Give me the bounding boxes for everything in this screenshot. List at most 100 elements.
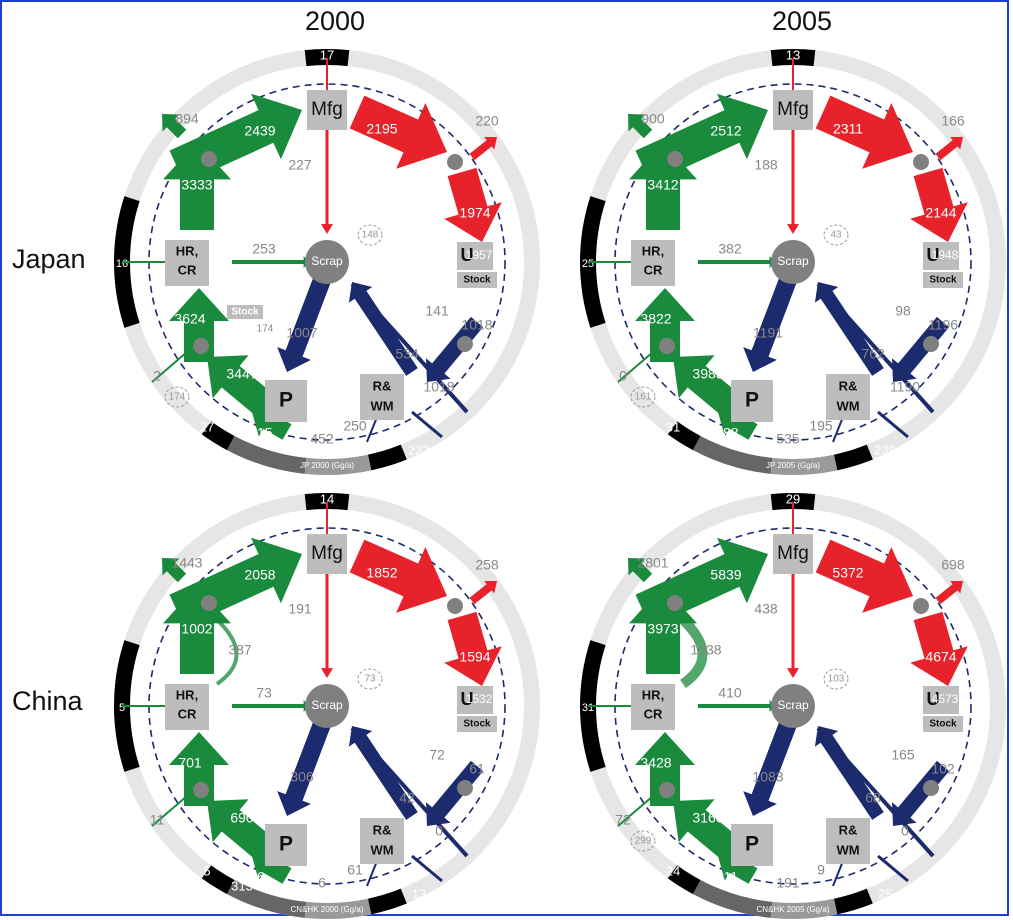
value-hr-p: 3624 xyxy=(174,311,205,327)
node-hr-cr xyxy=(631,240,675,286)
value-p-in: 2288 xyxy=(707,425,738,441)
junction-dot xyxy=(913,154,929,170)
value-up-hr: 3973 xyxy=(647,621,678,637)
line-u-scrap xyxy=(816,282,935,414)
node-scrap xyxy=(305,240,349,284)
arrowhead-mfg-to-scrap xyxy=(321,212,333,234)
arrow-u-to-rw xyxy=(426,760,484,826)
circle-value-scrap-text: 103 xyxy=(828,674,845,685)
node-mfg-label: Mfg xyxy=(777,543,809,564)
value-hr-p: 701 xyxy=(178,755,202,771)
value-p-out: 6 xyxy=(318,875,326,891)
node-hr-label-2: CR xyxy=(644,262,663,277)
line-import xyxy=(617,351,654,383)
node-hr-cr xyxy=(165,240,209,286)
ring-segment-top xyxy=(770,493,816,511)
arrow-to-u xyxy=(444,611,502,686)
value-u-stock: 4573 xyxy=(932,692,959,706)
value-u-scrap: 141 xyxy=(425,303,449,319)
arrow-scrap-to-p xyxy=(277,276,331,372)
junction-dot xyxy=(913,598,929,614)
value-scrap-p: 306 xyxy=(290,769,314,785)
node-rw-label-2: WM xyxy=(836,398,859,413)
panel-footer-label: JP 2005 (Gg/a) xyxy=(766,461,820,470)
ring-segment-top xyxy=(304,49,350,67)
node-mfg xyxy=(307,534,347,574)
value-up-hr: 3333 xyxy=(181,177,212,193)
circle-value-scrap-text: 73 xyxy=(364,674,376,685)
node-u xyxy=(457,686,493,714)
value-u-rw: 1018 xyxy=(461,317,492,333)
value-u-in: 1594 xyxy=(459,649,490,665)
node-mfg-label: Mfg xyxy=(311,543,343,564)
node-p xyxy=(731,824,773,866)
value-import: 11 xyxy=(150,812,165,828)
junction-dot xyxy=(193,782,209,798)
ring-segment-top xyxy=(770,49,816,67)
circle-value-scrap xyxy=(823,668,849,690)
value-p-hr: 3160 xyxy=(692,810,723,826)
value-hr-mfg: 2058 xyxy=(244,567,275,583)
value-u-rw: 1196 xyxy=(928,317,958,333)
value-u-scrap: 98 xyxy=(895,303,911,319)
junction-dot xyxy=(457,336,473,352)
value-u-rw-2: 1018 xyxy=(423,379,454,395)
panel-japan-2005: 13 25 31 239 JP 2005 (Gg/a) Mfg Scrap HR, CR U Sto… xyxy=(580,47,1006,475)
ring-segment-bottom-right xyxy=(367,888,407,915)
node-mfg xyxy=(307,90,347,130)
line-u-scrap xyxy=(350,282,469,414)
arrow-to-u xyxy=(444,167,502,242)
value-scrap-p: 1083 xyxy=(752,769,783,785)
value-u-stock: 1948 xyxy=(932,248,959,262)
value-u-rw-2: 0 xyxy=(901,823,909,839)
arrowhead-mfg-to-scrap xyxy=(321,656,333,678)
junction-dot xyxy=(659,782,675,798)
arrow-u-out xyxy=(935,137,963,161)
ring-segment-gray-left xyxy=(227,435,307,474)
value-u-in: 2144 xyxy=(925,205,956,221)
arrow-scrap-to-p xyxy=(277,720,331,816)
node-rw-label-1: R& xyxy=(839,822,858,837)
line-import xyxy=(617,795,654,827)
node-p xyxy=(265,380,307,422)
node-hr-label-1: HR, xyxy=(176,687,198,702)
ring-value-left: 31 xyxy=(582,702,594,714)
node-u xyxy=(923,242,959,270)
junction-dot xyxy=(193,338,209,354)
value-u-rw-2: 1190 xyxy=(890,379,920,395)
node-stock xyxy=(457,272,497,288)
value-p-in: 1911 xyxy=(708,869,738,885)
value-u-rw-2: 0 xyxy=(435,823,443,839)
value-rw-scrap: 68 xyxy=(865,790,881,806)
ring-segment-top xyxy=(304,493,350,511)
arrow-in-to-p xyxy=(718,405,758,440)
junction-dot xyxy=(457,780,473,796)
arrow-in-to-p xyxy=(718,849,758,884)
node-u-label: U xyxy=(927,689,940,709)
circle-value-scrap xyxy=(357,668,383,690)
node-stock xyxy=(923,716,963,732)
value-up-hr: 1002 xyxy=(181,621,212,637)
value-up-hr: 3412 xyxy=(647,177,678,193)
ring-segment-bottom-left xyxy=(667,421,701,451)
circle-value-scrap-text: 43 xyxy=(830,230,842,241)
ring-value-bottom-right: 233 xyxy=(408,442,430,457)
value-hr-scrap: 382 xyxy=(718,241,742,257)
column-header-2000: 2000 xyxy=(304,6,366,36)
arrow-in-to-p xyxy=(252,405,292,440)
arrow-u-to-rw xyxy=(892,760,950,826)
circle-value-scrap xyxy=(357,224,383,246)
arrow-rw-to-scrap xyxy=(348,726,418,820)
value-p-out: 191 xyxy=(776,875,800,891)
value-mfg-u: 5372 xyxy=(832,565,863,581)
node-rw-label-2: WM xyxy=(836,842,859,857)
arrow-u-to-rw xyxy=(426,316,484,382)
node-scrap xyxy=(771,240,815,284)
circle-value-scrap-text: 148 xyxy=(362,230,379,241)
ring-value-top: 29 xyxy=(786,491,800,506)
ring-segment-gray-left xyxy=(227,879,307,918)
circle-value-stock xyxy=(630,830,656,852)
ring-value-top: 14 xyxy=(320,491,334,506)
panel-japan-2000: 17 16 27 233 JP 2000 (Gg/a) Mfg Scrap HR, CR U Sto… xyxy=(114,47,540,475)
